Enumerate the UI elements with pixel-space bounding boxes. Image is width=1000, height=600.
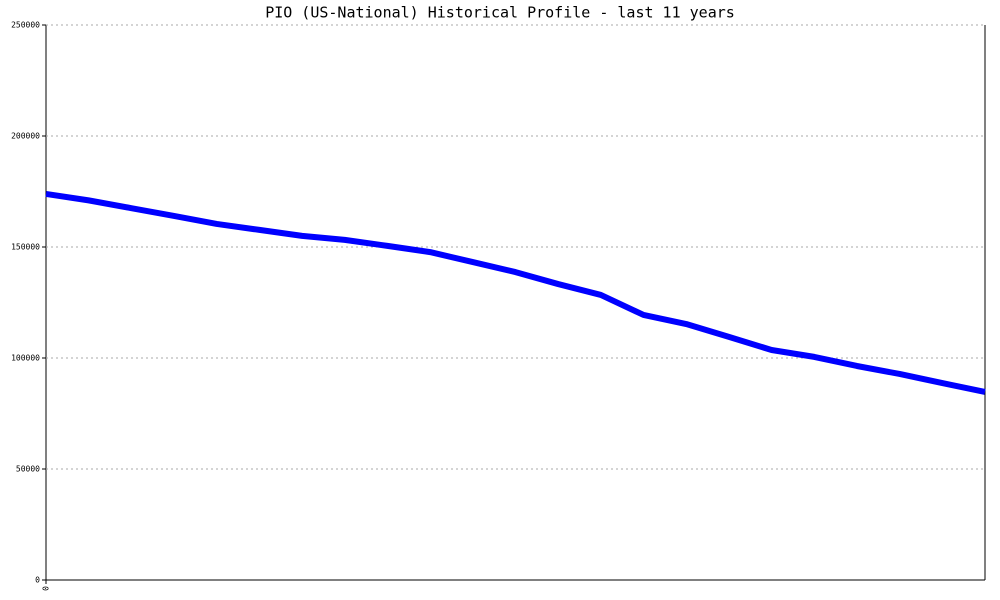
y-tick-label: 200000 bbox=[11, 132, 40, 141]
chart-title: PIO (US-National) Historical Profile - l… bbox=[265, 4, 735, 22]
y-tick-label: 150000 bbox=[11, 243, 40, 252]
y-tick-label: 250000 bbox=[11, 21, 40, 30]
x-tick-label: 0 bbox=[42, 586, 51, 591]
y-tick-label: 0 bbox=[35, 576, 40, 585]
y-tick-label: 100000 bbox=[11, 354, 40, 363]
data-line bbox=[45, 190, 986, 395]
y-tick-label: 50000 bbox=[16, 465, 40, 474]
